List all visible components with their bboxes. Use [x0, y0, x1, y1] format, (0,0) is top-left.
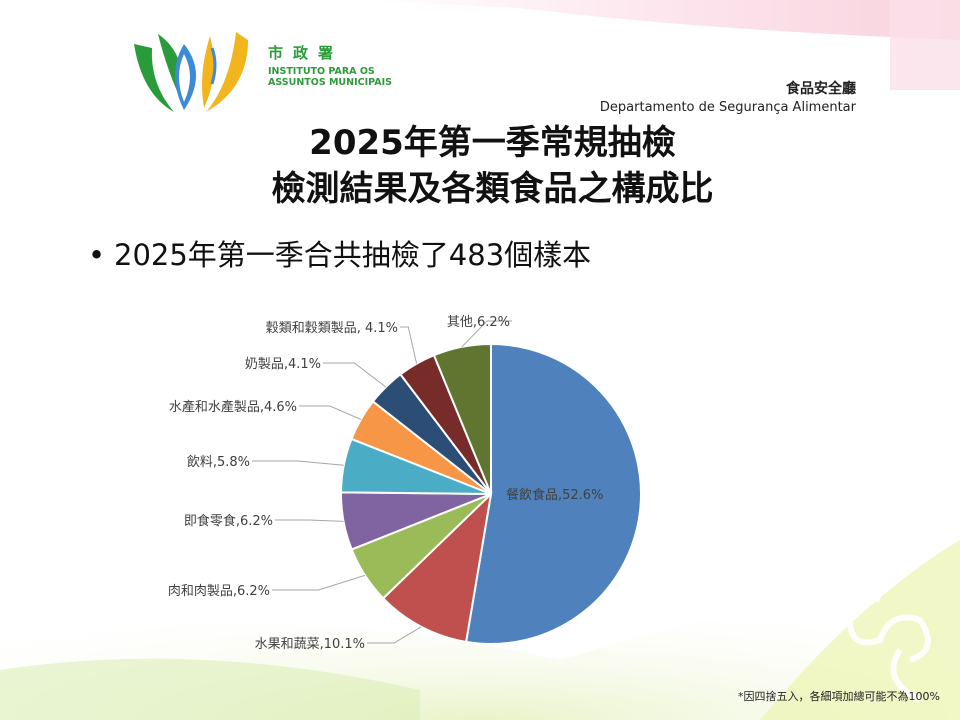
leader-line-8 — [461, 320, 512, 348]
title-line-1: 2025年第一季常規抽檢 — [309, 123, 676, 163]
org-name-pt-line1: INSTITUTO PARA OS — [268, 66, 375, 77]
pie-slice-8 — [432, 342, 492, 495]
slice-label-5: 水產和水產製品,4.6% — [169, 399, 297, 415]
footnote: *因四捨五入，各細項加總可能不為100% — [738, 690, 940, 703]
org-name-portuguese: INSTITUTO PARA OS ASSUNTOS MUNICIPAIS — [268, 66, 398, 88]
slice-label-3: 即食零食,6.2% — [184, 513, 273, 529]
leader-line-4 — [252, 460, 344, 466]
bullet-dot: • — [88, 238, 106, 272]
leader-line-2 — [272, 574, 366, 591]
org-name-pt-line2: ASSUNTOS MUNICIPAIS — [268, 77, 392, 88]
department-label: 食品安全廳 Departamento de Segurança Alimenta… — [600, 78, 856, 115]
slice-label-7: 穀類和穀類製品, 4.1% — [266, 321, 398, 336]
slice-label-6: 奶製品,4.1% — [245, 357, 321, 372]
slice-label-1: 水果和蔬菜,10.1% — [255, 637, 365, 652]
slice-label-0: 餐飲食品,52.6% — [506, 487, 603, 503]
leader-line-7 — [400, 326, 418, 364]
slice-label-2: 肉和肉製品,6.2% — [168, 584, 270, 599]
summary-bullet: • 2025年第一季合共抽檢了483個樣本 — [88, 232, 591, 274]
page-title: 2025年第一季常規抽檢 檢測結果及各類食品之構成比 — [0, 120, 960, 212]
leader-line-5 — [299, 405, 362, 420]
leader-line-3 — [275, 519, 344, 522]
slice-label-4: 飲料,5.8% — [187, 454, 250, 470]
department-name-chinese: 食品安全廳 — [786, 81, 856, 97]
pie-slice-0 — [464, 342, 642, 645]
department-name-portuguese: Departamento de Segurança Alimentar — [599, 100, 856, 115]
bullet-text: 2025年第一季合共抽檢了483個樣本 — [114, 238, 592, 272]
institute-logo — [134, 32, 248, 112]
title-line-2: 檢測結果及各類食品之構成比 — [271, 169, 714, 209]
leader-line-6 — [323, 362, 387, 388]
slice-label-8: 其他,6.2% — [447, 315, 510, 330]
leader-line-1 — [367, 626, 422, 644]
org-name-chinese: 市政署 — [268, 44, 344, 62]
